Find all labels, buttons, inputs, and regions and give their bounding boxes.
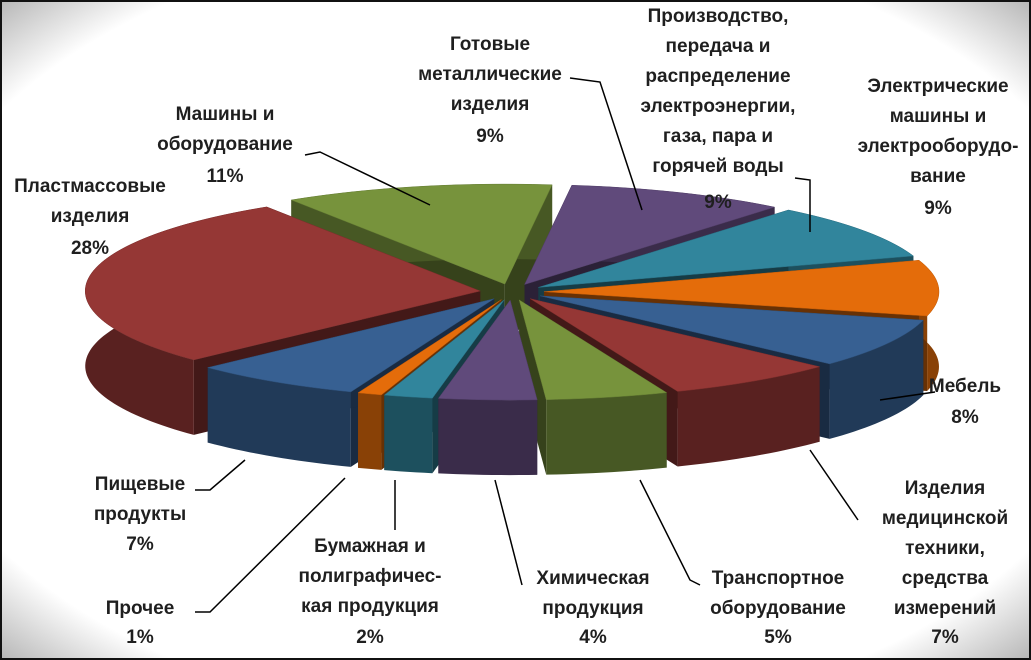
- slice-side: [546, 392, 667, 475]
- slice-side: [829, 320, 924, 439]
- slice: [207, 298, 495, 393]
- leader-line: [304, 151, 431, 206]
- value-label: 28%: [71, 238, 109, 259]
- value-label: 7%: [931, 627, 959, 648]
- slice: [538, 209, 915, 288]
- slice: [437, 299, 538, 401]
- value-label: 9%: [924, 198, 952, 219]
- leader-line: [569, 77, 643, 211]
- category-label: Машины и оборудование: [157, 104, 293, 155]
- pie: [84, 183, 940, 476]
- category-label: Бумажная и полиграфичес-кая продукция: [299, 536, 442, 617]
- slice-side: [677, 366, 820, 467]
- value-label: 4%: [579, 627, 607, 648]
- category-label: Мебель: [929, 376, 1001, 397]
- leader-line: [494, 479, 523, 586]
- category-label: Электрические машины и электрооборудо-вани…: [858, 76, 1019, 187]
- value-label: 11%: [207, 166, 244, 187]
- category-label: Пластмассовые изделия: [14, 176, 166, 227]
- category-label: Химическая продукция: [536, 568, 649, 619]
- value-label: 9%: [476, 126, 504, 147]
- value-label: 2%: [356, 627, 384, 648]
- leader-line: [195, 459, 246, 491]
- category-label: Транспортное оборудование: [710, 568, 846, 619]
- slice: [518, 299, 668, 400]
- category-label: Пищевые продукты: [94, 474, 186, 525]
- slice: [290, 183, 553, 285]
- leader-line: [195, 477, 346, 613]
- category-label: Производство, передача и распределение элек…: [641, 6, 796, 177]
- slice: [524, 185, 775, 285]
- category-label: Готовые металлические изделия: [418, 34, 562, 115]
- value-label: 8%: [951, 407, 979, 428]
- value-label: 9%: [704, 192, 732, 213]
- slice-side: [207, 367, 351, 467]
- slice-side: [438, 398, 538, 476]
- slice-side: [384, 395, 433, 474]
- slice: [357, 299, 502, 396]
- slice: [540, 295, 924, 365]
- slice-side: [358, 392, 382, 470]
- leader-line: [639, 479, 701, 586]
- category-label: Прочее: [106, 598, 175, 619]
- value-label: 1%: [126, 627, 154, 648]
- labels: Готовые металлические изделия 9% Производств…: [14, 6, 1018, 648]
- slice: [383, 299, 505, 399]
- slice: [530, 298, 820, 392]
- leader-line: [879, 391, 936, 401]
- category-label: Изделия медицинской техники, средства измере…: [882, 478, 1008, 619]
- slice: [84, 206, 482, 361]
- slice: [543, 260, 940, 317]
- value-label: 7%: [126, 534, 154, 555]
- value-label: 5%: [764, 627, 792, 648]
- leader-line: [809, 449, 859, 521]
- leader-line: [794, 177, 811, 232]
